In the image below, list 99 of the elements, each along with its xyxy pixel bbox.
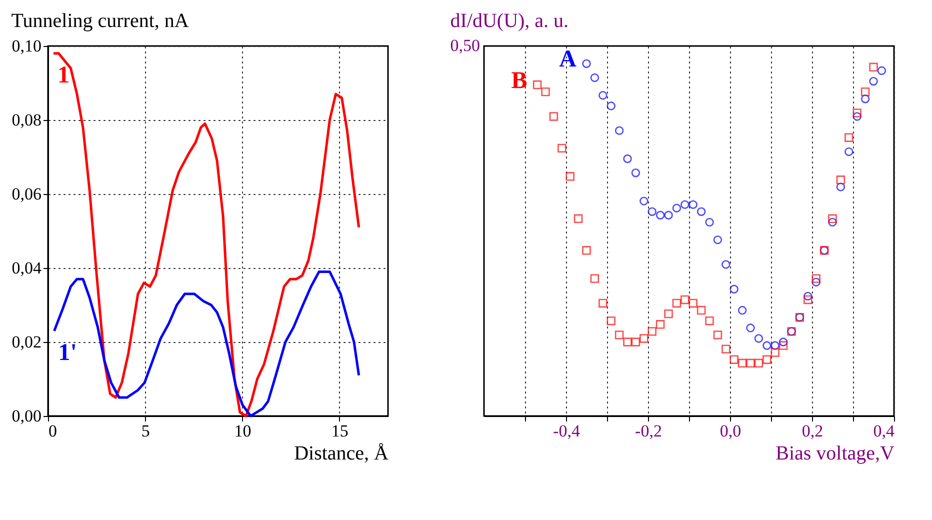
series-label: A (559, 46, 578, 73)
y-tick-label: 0,06 (12, 184, 42, 204)
point (860, 94, 870, 104)
point (770, 341, 780, 350)
point (812, 278, 820, 286)
point (664, 309, 673, 318)
point (869, 76, 878, 86)
point (598, 298, 608, 308)
point (754, 334, 764, 343)
point (541, 87, 550, 96)
point (582, 246, 591, 255)
point (623, 154, 632, 164)
x-tick-label: 10 (234, 422, 252, 440)
x-tick-label: 0 (48, 422, 57, 440)
y-tick-label: 0,08 (12, 110, 42, 130)
point (532, 80, 542, 90)
point (680, 295, 690, 304)
point (828, 214, 837, 224)
point (852, 108, 862, 118)
point (566, 172, 574, 181)
point (762, 341, 772, 350)
point (844, 133, 854, 142)
y-tick-label: 0,00 (12, 406, 42, 426)
point (762, 355, 772, 364)
y-tick-label: 0,04 (12, 258, 42, 278)
x-tick-label: 0,2 (802, 422, 824, 440)
point (770, 348, 780, 357)
y-tick-label: 0,10 (12, 36, 42, 56)
point (606, 102, 616, 110)
point (631, 338, 640, 346)
point (713, 235, 722, 244)
series-label: B (511, 68, 528, 94)
point (688, 298, 698, 308)
point (730, 355, 738, 364)
line-series (52, 270, 360, 418)
x-axis-title: Distance, Å (294, 442, 390, 464)
point (672, 298, 682, 308)
x-tick-label: -0,2 (635, 422, 662, 440)
point (696, 306, 706, 315)
point (877, 66, 886, 76)
point (746, 324, 755, 332)
point (869, 62, 878, 72)
point (738, 358, 747, 368)
point (582, 59, 591, 68)
point (656, 210, 665, 220)
point (623, 338, 632, 346)
point (722, 344, 730, 354)
point (614, 330, 624, 340)
point (778, 341, 788, 350)
x-tick-label: 0,4 (873, 422, 895, 440)
point (648, 327, 656, 336)
point (696, 207, 706, 216)
point (746, 358, 755, 368)
point (836, 176, 846, 184)
point (590, 274, 600, 283)
x-tick-label: 15 (331, 422, 348, 440)
point (804, 292, 812, 301)
text: 0,50 (450, 36, 480, 55)
point (574, 214, 583, 224)
point (705, 218, 714, 227)
point (804, 295, 812, 304)
point (549, 112, 558, 121)
point (598, 90, 608, 100)
point (640, 334, 648, 343)
point (705, 316, 714, 326)
x-tick-label: -0,4 (553, 422, 580, 440)
point (631, 168, 640, 178)
point (754, 358, 764, 368)
x-tick-label: 0,0 (720, 422, 742, 440)
y-axis-title: dI/dU(U), a. u. (450, 10, 569, 32)
point (640, 196, 648, 206)
y-axis-title: Tunneling current, nA (11, 10, 190, 32)
point (836, 182, 846, 192)
series-label: 1' (58, 340, 77, 366)
point (713, 330, 722, 340)
point (812, 274, 820, 283)
point (738, 306, 747, 315)
point (558, 144, 566, 153)
point (656, 320, 665, 329)
point (648, 207, 656, 216)
point (672, 204, 682, 212)
point (730, 284, 738, 294)
y-tick-label: 0,02 (12, 332, 42, 352)
point (722, 260, 730, 269)
point (688, 200, 698, 209)
point (778, 338, 788, 346)
point (844, 147, 854, 156)
point (680, 200, 690, 209)
point (606, 316, 616, 326)
point (852, 112, 862, 121)
point (664, 210, 673, 220)
x-tick-label: 5 (141, 422, 150, 440)
x-axis-title: Bias voltage,V (776, 442, 896, 464)
point (590, 73, 600, 82)
line-series (52, 52, 360, 418)
series-label: 1 (57, 62, 70, 88)
point (860, 87, 870, 96)
point (828, 218, 837, 227)
point (614, 126, 624, 135)
